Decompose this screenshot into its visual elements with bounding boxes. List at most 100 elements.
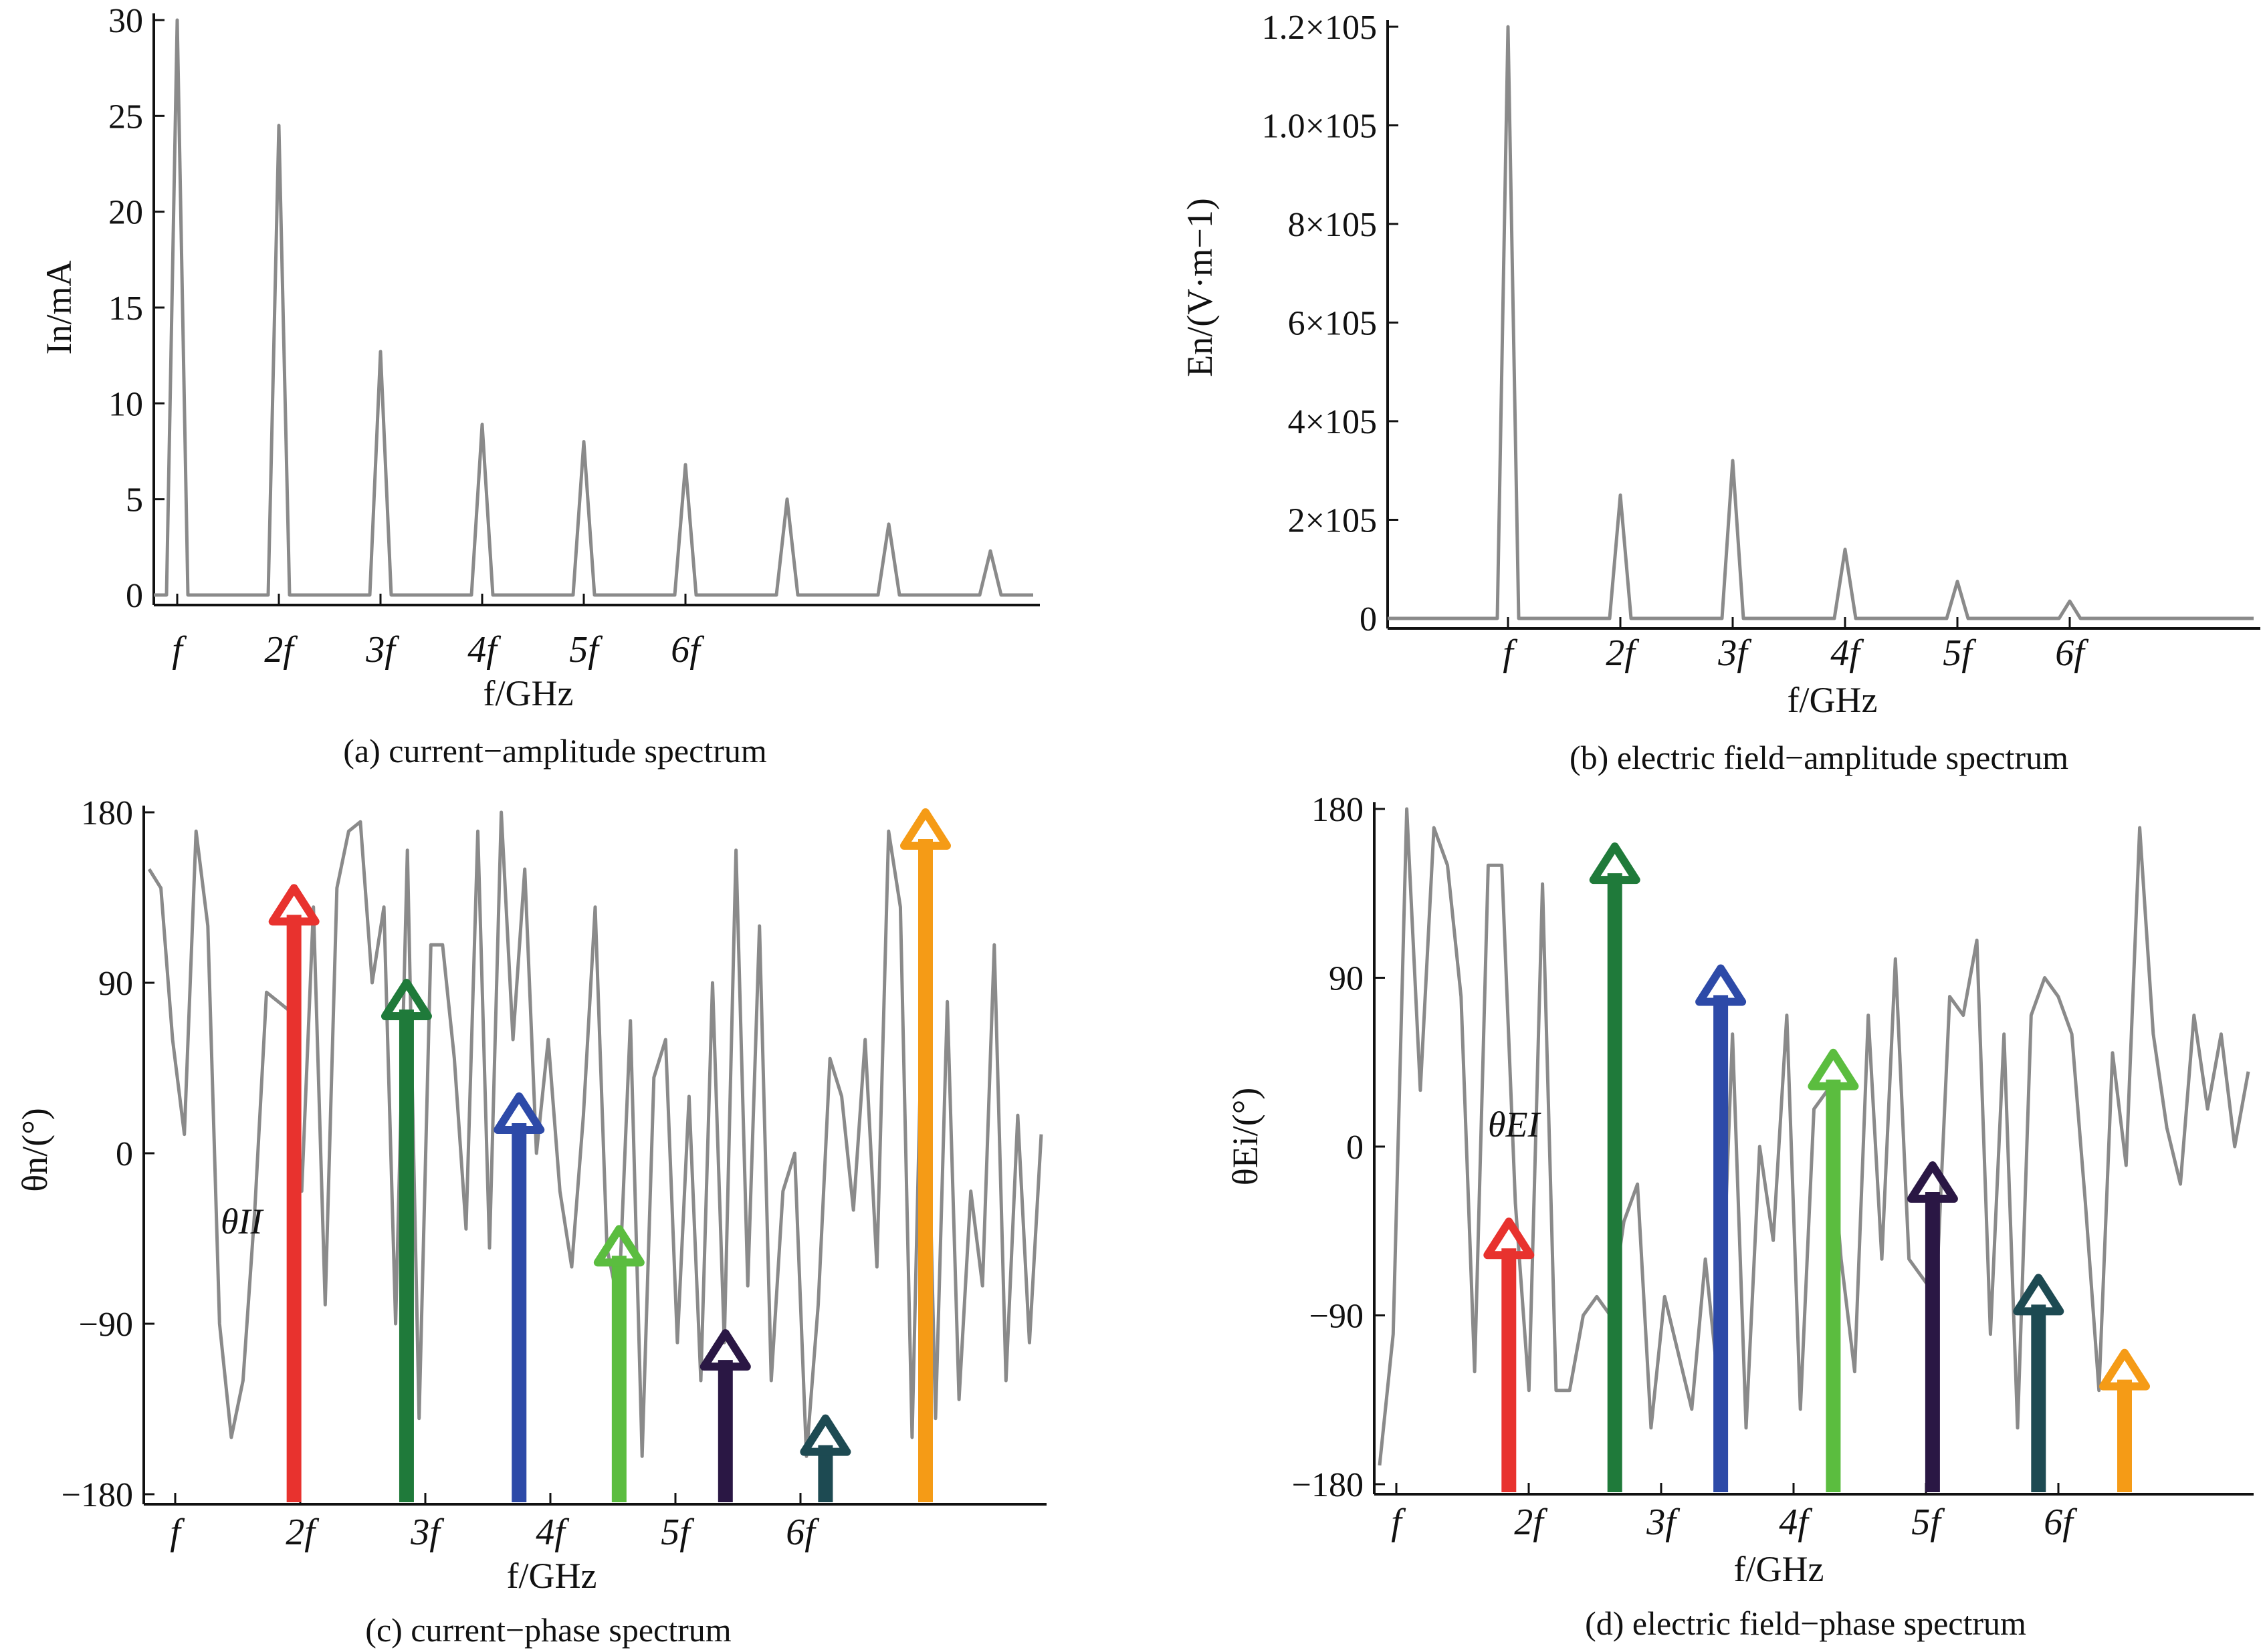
x-tick-label: 3f: [410, 1512, 445, 1553]
y-tick-label: −90: [79, 1306, 133, 1344]
y-tick-label: 180: [81, 794, 133, 832]
phase-arrow-head: [2013, 1274, 2064, 1316]
y-tick-label: 2×105: [1288, 502, 1377, 540]
x-tick-label: 5f: [569, 629, 603, 671]
y-tick-label: 15: [108, 289, 143, 328]
x-tick-label: 2f: [1514, 1502, 1548, 1543]
x-tick-label: 5f: [1911, 1502, 1945, 1543]
x-tick-label: 4f: [467, 629, 502, 671]
y-tick-label: 90: [1329, 960, 1364, 998]
y-tick-label: 180: [1311, 791, 1364, 829]
x-tick-label: 6f: [2044, 1502, 2078, 1543]
y-tick-label: 0: [126, 577, 143, 615]
panel-c-xlabel: f/GHz: [507, 1556, 597, 1596]
y-tick-label: −90: [1309, 1298, 1364, 1336]
panel-a-caption: (a) current−amplitude spectrum: [343, 732, 767, 770]
panel-b-xlabel: f/GHz: [1788, 680, 1878, 720]
panel-d-caption: (d) electric field−phase spectrum: [1585, 1605, 2026, 1642]
phase-arrow-head: [381, 979, 432, 1020]
panel-c-plot: −180 −90 0 90 180 f 2f 3f 4f 5f 6f: [62, 794, 1047, 1553]
phase-arrow-head: [593, 1225, 645, 1267]
panel-b-efield-amplitude: 0 2×105 4×105 6×105 8×105 1.0×105 1.2×105 f 2f 3f…: [1180, 9, 2260, 776]
phase-arrow-head: [1695, 964, 1747, 1006]
y-tick-label: 10: [108, 385, 143, 423]
panel-b-caption: (b) electric field−amplitude spectrum: [1570, 739, 2068, 776]
phase-arrow: [900, 808, 951, 1502]
phase-arrow: [699, 1329, 751, 1502]
phase-arrow: [1695, 964, 1747, 1492]
y-tick-label: 5: [126, 481, 143, 519]
y-tick-label: 1.2×105: [1262, 9, 1377, 47]
y-tick-label: −180: [1292, 1466, 1364, 1504]
x-tick-label: 2f: [264, 629, 298, 671]
x-tick-label: 6f: [786, 1512, 820, 1553]
phase-arrow-head: [1907, 1161, 1958, 1203]
x-tick-label: 4f: [536, 1512, 570, 1553]
panel-d-annotation: θEI: [1488, 1104, 1542, 1145]
y-tick-label: 0: [1360, 600, 1377, 638]
phase-arrow-head: [900, 808, 951, 850]
phase-arrow-head: [1808, 1048, 1859, 1090]
panel-b-ylabel: En/(V·m−1): [1180, 198, 1220, 376]
panel-d-xlabel: f/GHz: [1734, 1549, 1824, 1589]
y-tick-label: 4×105: [1288, 403, 1377, 441]
phase-arrow: [800, 1414, 851, 1502]
y-tick-label: 8×105: [1288, 206, 1377, 244]
x-tick-label: 6f: [671, 629, 705, 671]
phase-arrow: [381, 979, 432, 1502]
y-tick-label: 20: [108, 194, 143, 232]
phase-arrow: [1589, 842, 1640, 1492]
y-tick-label: 6×105: [1288, 305, 1377, 343]
panel-a-current-amplitude: 0 5 10 15 20 25 30 f 2f 3f 4f 5f 6f In/mA f/GHz (a) …: [39, 2, 1040, 770]
x-tick-label: 4f: [1779, 1502, 1813, 1543]
x-tick-label: 2f: [1606, 632, 1640, 674]
phase-arrow-head: [2099, 1348, 2150, 1391]
phase-arrow-head: [1589, 842, 1640, 884]
y-tick-label: 30: [108, 2, 143, 40]
phase-arrow: [1907, 1161, 1958, 1492]
phase-arrow: [1483, 1217, 1535, 1492]
panel-c-caption: (c) current−phase spectrum: [365, 1611, 731, 1649]
phase-arrow-head: [699, 1329, 751, 1371]
x-tick-label: f: [1391, 1502, 1406, 1543]
phase-arrow-head: [800, 1414, 851, 1456]
panel-d-plot: −180 −90 0 90 180 f 2f 3f 4f 5f 6f: [1292, 791, 2254, 1543]
y-tick-label: 90: [98, 965, 133, 1003]
spectrum-line: [1388, 25, 2254, 620]
phase-arrow-head: [494, 1092, 545, 1134]
panel-a-xlabel: f/GHz: [483, 673, 574, 713]
y-tick-label: 25: [108, 98, 143, 136]
x-tick-label: 3f: [365, 629, 400, 671]
phase-arrow-head: [1483, 1217, 1535, 1260]
y-tick-label: 1.0×105: [1262, 108, 1377, 146]
x-tick-label: 5f: [661, 1512, 695, 1553]
x-tick-label: 3f: [1717, 632, 1752, 674]
panel-d-efield-phase: −180 −90 0 90 180 f 2f 3f 4f 5f 6f θEi/(°) θEI f/G…: [1225, 791, 2254, 1642]
phase-arrow: [1808, 1048, 1859, 1492]
x-tick-label: f: [1503, 632, 1518, 674]
panel-a-ylabel: In/mA: [39, 261, 79, 355]
x-tick-label: f: [170, 1512, 185, 1553]
x-tick-label: 3f: [1646, 1502, 1681, 1543]
spectrum-line: [154, 18, 1033, 597]
phase-arrow: [494, 1092, 545, 1502]
x-tick-label: 2f: [286, 1512, 320, 1553]
y-tick-label: 0: [1346, 1129, 1364, 1167]
panel-b-plot: 0 2×105 4×105 6×105 8×105 1.0×105 1.2×105 f 2f 3f…: [1262, 9, 2260, 674]
x-tick-label: 4f: [1830, 632, 1864, 674]
y-tick-label: 0: [116, 1135, 133, 1173]
phase-line: [1378, 807, 2250, 1466]
panel-d-ylabel: θEi/(°): [1225, 1088, 1265, 1185]
phase-arrow-head: [268, 884, 320, 926]
phase-arrow: [593, 1225, 645, 1502]
panel-c-ylabel: θn/(°): [15, 1108, 55, 1191]
phase-arrow: [2013, 1274, 2064, 1492]
x-tick-label: f: [172, 629, 187, 671]
x-tick-label: 6f: [2055, 632, 2089, 674]
y-tick-label: −180: [62, 1476, 133, 1514]
panel-a-plot: 0 5 10 15 20 25 30 f 2f 3f 4f 5f 6f: [108, 2, 1040, 671]
phase-arrow: [2099, 1348, 2150, 1492]
panel-c-annotation: θII: [221, 1201, 265, 1242]
x-tick-label: 5f: [1943, 632, 1977, 674]
